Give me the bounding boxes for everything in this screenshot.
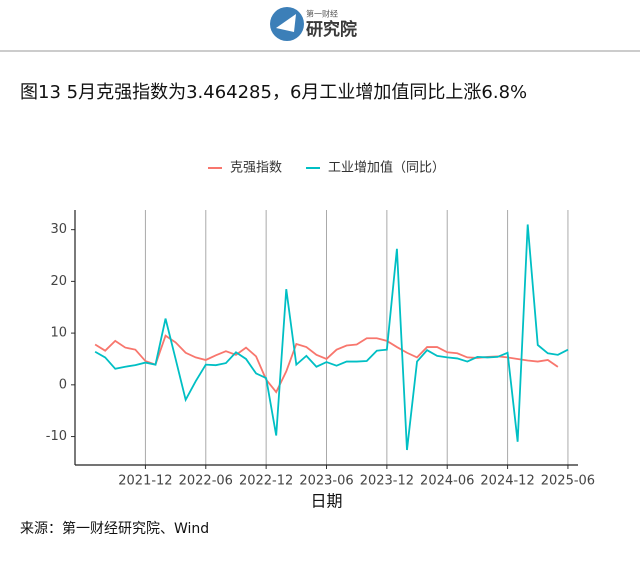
logo: 第一财经 研究院 [270,7,357,41]
x-tick-label: 2021-12 [118,474,172,489]
series-line [94,224,569,451]
x-tick-label: 2023-12 [360,474,414,489]
y-tick-label: 10 [50,326,67,341]
plot: 2021-12 2022-06 2022-12 2023-06 2023-12 2024-… [46,160,595,511]
x-tick-label: 2022-12 [239,474,293,489]
y-tick-label: 0 [59,377,67,392]
y-tick-label: 20 [50,274,67,289]
legend-label: 工业增加值（同比） [328,160,445,176]
y-tick-label: -10 [46,429,67,444]
legend-label: 克强指数 [230,161,282,176]
x-tick-label: 2025-06 [541,474,595,489]
logo-main: 研究院 [306,19,357,40]
x-tick-label: 2023-06 [299,474,353,489]
logo-top: 第一财经 [306,9,338,19]
x-tick-label: 2022-06 [179,474,233,489]
source-note: 来源：第一财经研究院、Wind [20,520,209,537]
x-tick-label: 2024-12 [480,474,534,489]
x-tick-label: 2024-06 [420,474,474,489]
figure-title: 图13 5月克强指数为3.464285，6月工业增加值同比上涨6.8% [20,82,527,103]
x-axis-label: 日期 [310,492,342,511]
y-tick-label: 30 [50,222,67,237]
